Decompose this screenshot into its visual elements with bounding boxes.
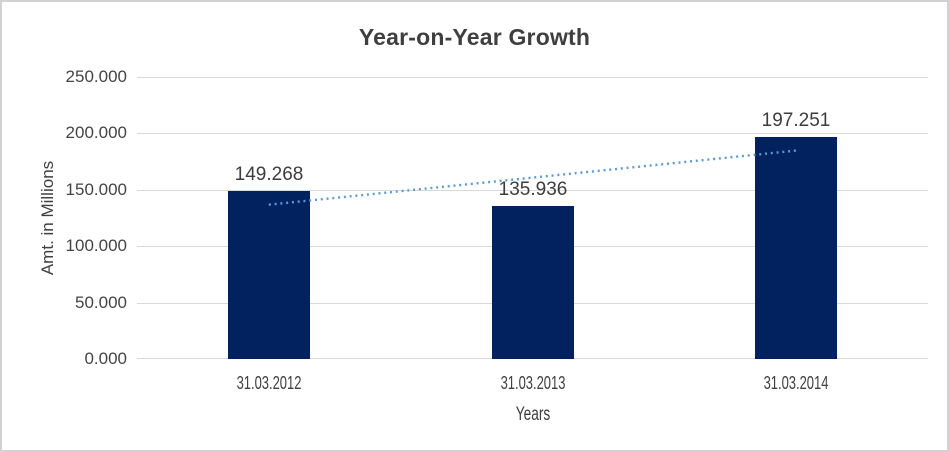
gridline	[137, 77, 928, 78]
bar	[492, 206, 574, 359]
x-tick-label: 31.03.2012	[236, 373, 302, 393]
plot-area: 149.268 135.936 197.251	[137, 77, 928, 359]
x-axis-title: Years	[515, 404, 551, 425]
y-tick-label: 100.000	[65, 236, 127, 255]
y-axis-title: Amt. in Millions	[38, 160, 57, 276]
gridline	[137, 190, 928, 191]
gridline	[137, 133, 928, 134]
bar-value-label: 135.936	[498, 179, 568, 200]
y-tick-label: 200.000	[65, 123, 127, 142]
y-tick-label: 150.000	[65, 180, 127, 199]
trendline-path	[268, 149, 797, 206]
bar	[755, 137, 837, 359]
y-tick-label: 50.000	[75, 293, 127, 312]
chart-title: Year-on-Year Growth	[358, 24, 591, 50]
trendline	[268, 149, 797, 206]
y-tick-label: 250.000	[65, 67, 127, 86]
bar	[228, 191, 310, 359]
x-tick-label: 31.03.2014	[763, 373, 829, 393]
bar-value-label: 149.268	[234, 164, 304, 185]
bar-value-label: 197.251	[761, 110, 831, 131]
y-tick-label: 0.000	[84, 349, 127, 368]
x-tick-label: 31.03.2013	[500, 373, 566, 393]
